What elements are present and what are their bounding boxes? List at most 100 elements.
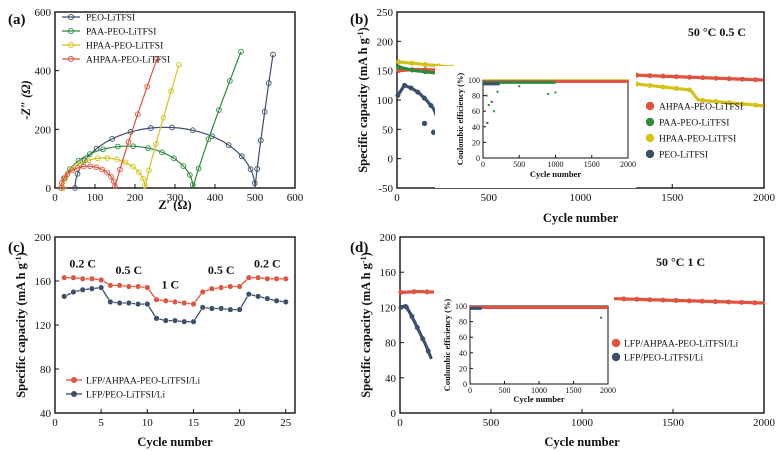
- d-lfp-ahpaa-peo-litfsi-li-point: [647, 297, 653, 303]
- d-inset-ytick-label: 20: [459, 364, 467, 373]
- d-annotation: 50 °C 1 C: [656, 255, 705, 269]
- d-ytick-label: 40: [385, 373, 397, 385]
- a-peo-litfsi-point: [251, 180, 258, 187]
- b-ytick-label: 200: [377, 36, 394, 48]
- a-paa-peo-litfsi-point: [216, 107, 222, 113]
- b-xtick-label: 1500: [661, 192, 684, 204]
- c-lfp-ahpaa-peo-litfsi-li-point: [190, 301, 197, 308]
- c-lfp-ahpaa-peo-litfsi-li-point: [125, 283, 132, 290]
- c-lfp-ahpaa-peo-litfsi-li-point: [264, 275, 271, 282]
- c-lfp-peo-litfsi-li-point: [61, 293, 68, 300]
- b-inset-xtick-label: 2000: [620, 160, 636, 169]
- c-lfp-peo-litfsi-li-point: [236, 306, 243, 313]
- a-paa-peo-litfsi-point: [238, 48, 244, 55]
- d-xtick-label: 0: [397, 417, 403, 429]
- a-hpaa-peo-litfsi-point: [113, 156, 120, 163]
- c-lfp-peo-litfsi-li-point: [273, 297, 280, 304]
- c-lfp-peo-litfsi-li-point: [208, 305, 215, 312]
- c-xlabel: Cycle number: [137, 435, 213, 449]
- a-hpaa-peo-litfsi-point: [140, 175, 146, 182]
- c-lfp-ahpaa-peo-litfsi-li-point: [162, 297, 169, 304]
- b-hpaa-peo-litfsi-point: [700, 97, 706, 103]
- a-paa-peo-litfsi-point: [130, 143, 136, 150]
- b-hpaa-peo-litfsi-point: [660, 84, 666, 90]
- a-paa-peo-litfsi-point: [189, 181, 196, 188]
- d-lfp-peo-litfsi-li-point: [414, 325, 420, 331]
- d-inset-xtick-label: 1500: [566, 386, 582, 395]
- a-peo-litfsi-point: [261, 108, 268, 115]
- b-legend-marker: [645, 101, 655, 111]
- c-lfp-peo-litfsi-li-point: [88, 285, 95, 292]
- a-hpaa-peo-litfsi-point: [94, 155, 101, 162]
- d-lfp-ahpaa-peo-litfsi-li-point: [398, 289, 404, 295]
- c-lfp-ahpaa-peo-litfsi-li-point: [70, 274, 77, 281]
- a-hpaa-peo-litfsi-point: [122, 159, 129, 166]
- a-ahpaa-peo-litfsi-point: [108, 173, 114, 180]
- a-peo-litfsi-point: [238, 153, 245, 160]
- b-ahpaa-peo-litfsi-point: [686, 74, 692, 80]
- b-hpaa-peo-litfsi-point: [686, 87, 692, 93]
- d-lfp-ahpaa-peo-litfsi-li-point: [424, 289, 430, 295]
- a-peo-litfsi-point: [270, 51, 276, 58]
- d-legend-label: LFP/AHPAA-PEO-LiTFSI/Li: [624, 340, 739, 350]
- d-lfp-ahpaa-peo-litfsi-li-point: [673, 297, 679, 303]
- c-lfp-ahpaa-peo-litfsi-li-point: [245, 274, 252, 281]
- c-xtick-label: 5: [98, 417, 104, 429]
- b-ytick-label: 50: [382, 124, 394, 136]
- b-paa-peo-litfsi-point: [422, 69, 428, 75]
- b-legend-label: PEO-LiTFSI: [659, 151, 708, 161]
- d-ytick-label: 120: [380, 302, 397, 314]
- a-paa-peo-litfsi-point: [100, 146, 106, 153]
- a-ylabel: -Z″ (Ω): [19, 80, 33, 119]
- a-xtick-label: 500: [247, 192, 264, 204]
- b-ytick-label: 150: [377, 66, 394, 78]
- b-hpaa-peo-litfsi-point: [739, 101, 745, 107]
- d-inset-xlabel: Cycle number: [513, 394, 564, 404]
- a-ahpaa-peo-litfsi-point: [58, 180, 65, 186]
- b-legend-label: HPAA-PEO-LiTFSI: [659, 135, 736, 145]
- a-xtick-label: 300: [167, 192, 184, 204]
- c-lfp-peo-litfsi-li-point: [144, 301, 151, 308]
- b-inset-ytick-label: 100: [468, 76, 480, 85]
- b-inset-outlier: [492, 110, 495, 113]
- b-legend-marker: [645, 149, 655, 159]
- b-inset-outlier: [487, 103, 490, 106]
- b-ahpaa-peo-litfsi-point: [660, 73, 666, 79]
- b-xtick-label: 500: [481, 192, 498, 204]
- b-peo-litfsi-point: [395, 92, 401, 98]
- a-xtick-label: 0: [52, 192, 58, 204]
- b-ylabel: Specific capacity (mA h g-1): [356, 27, 371, 173]
- d-ylabel: Specific capacity (mA h g-1): [359, 252, 374, 398]
- a-paa-peo-litfsi-point: [180, 163, 187, 169]
- b-ytick-label: 0: [388, 154, 394, 166]
- a-ahpaa-peo-litfsi-point: [61, 175, 67, 181]
- c-lfp-ahpaa-peo-litfsi-li-point: [227, 283, 234, 290]
- b-hpaa-peo-litfsi-point: [396, 59, 402, 65]
- a-paa-peo-litfsi-point: [75, 157, 82, 164]
- panel-d-label: (d): [350, 240, 368, 256]
- c-xtick-label: 0: [52, 417, 58, 429]
- b-ahpaa-peo-litfsi-point: [739, 76, 745, 82]
- c-xtick-label: 20: [234, 417, 246, 429]
- c-lfp-peo-litfsi-li-point: [245, 291, 252, 298]
- b-paa-peo-litfsi-point: [396, 64, 402, 70]
- a-ahpaa-peo-litfsi-point: [117, 166, 123, 173]
- d-lfp-ahpaa-peo-litfsi-li-point: [411, 289, 417, 295]
- a-peo-litfsi-point: [189, 127, 196, 134]
- d-legend-marker: [611, 338, 621, 348]
- a-ahpaa-peo-litfsi-point: [125, 139, 132, 145]
- b-peo-litfsi-point: [415, 89, 421, 95]
- c-lfp-peo-litfsi-li-point: [162, 317, 169, 324]
- d-inset-xtick-label: 0: [468, 386, 472, 395]
- a-ytick-label: 0: [46, 183, 52, 195]
- b-hpaa-peo-litfsi-point: [409, 60, 415, 66]
- c-legend-marker: [71, 377, 77, 383]
- c-lfp-ahpaa-peo-litfsi-li-point: [88, 275, 95, 282]
- b-inset-ytick-label: 60: [472, 107, 480, 116]
- a-hpaa-peo-litfsi-point: [77, 160, 83, 167]
- b-legend-marker: [645, 117, 655, 127]
- d-ytick-label: 0: [391, 408, 397, 420]
- b-xtick-label: 1000: [570, 192, 593, 204]
- c-legend-marker: [71, 391, 77, 397]
- d-xlabel: Cycle number: [544, 435, 620, 449]
